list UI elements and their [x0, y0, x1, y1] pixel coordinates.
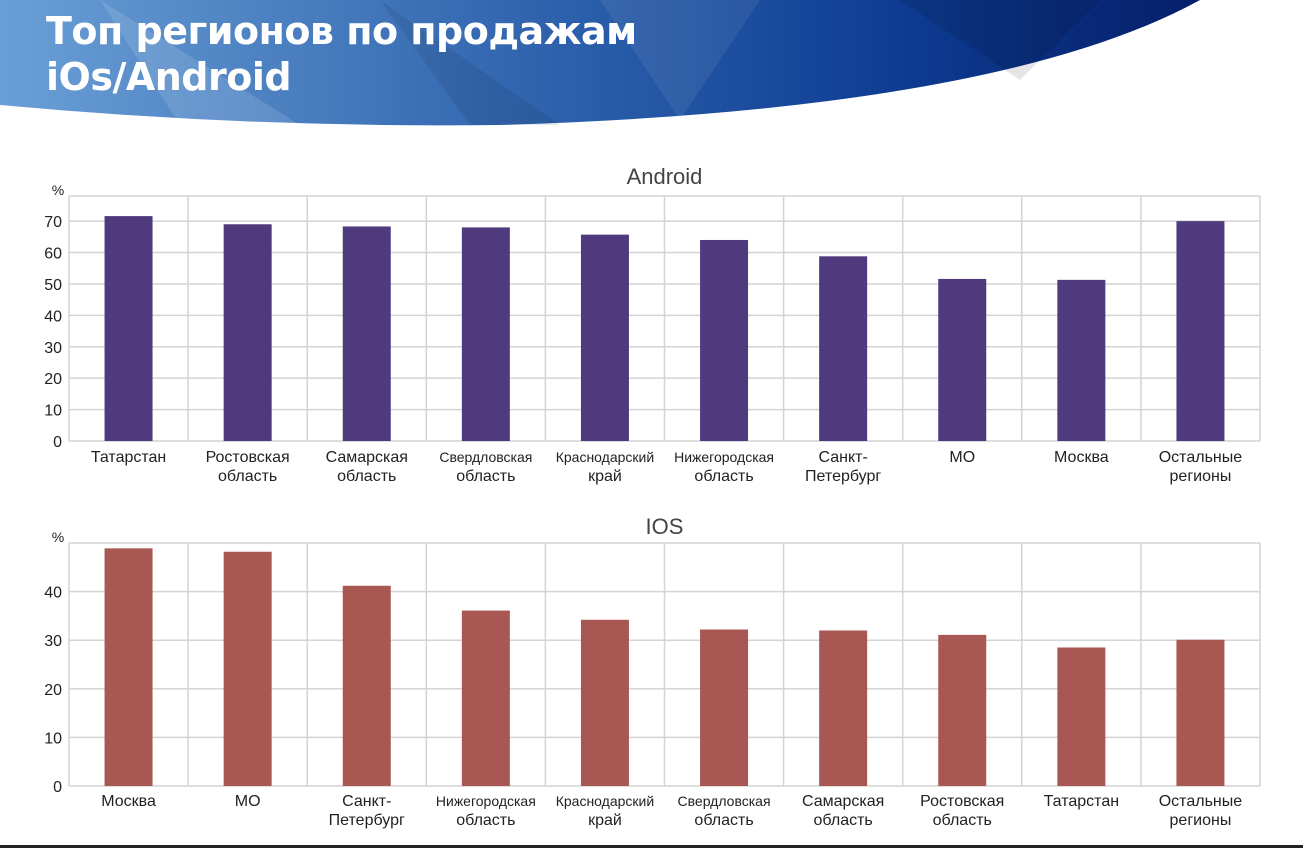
- x-tick-label: Нижегородская: [674, 449, 774, 465]
- y-tick-label: 40: [44, 308, 62, 325]
- chart-title: Android: [627, 164, 703, 189]
- x-tick-label: Татарстан: [91, 449, 166, 466]
- bar: [580, 619, 629, 786]
- bar: [1057, 279, 1106, 441]
- bar: [342, 585, 391, 786]
- bar: [461, 227, 510, 441]
- x-tick-label: Татарстан: [1044, 793, 1119, 810]
- y-axis-label: %: [52, 529, 64, 545]
- bar: [938, 278, 987, 441]
- chart-title: IOS: [646, 514, 684, 539]
- x-tick-label: Нижегородская: [436, 793, 536, 809]
- header-banner: [0, 0, 1200, 126]
- x-tick-label: Санкт-: [818, 449, 867, 466]
- bar: [700, 629, 749, 786]
- x-tick-label: МО: [949, 449, 975, 466]
- bar: [938, 634, 987, 786]
- y-axis-label: %: [52, 182, 64, 198]
- bar: [819, 256, 868, 441]
- x-tick-label: Петербург: [329, 812, 405, 829]
- x-tick-label: область: [337, 468, 396, 485]
- x-tick-label: область: [933, 812, 992, 829]
- x-tick-label: Москва: [1054, 449, 1109, 466]
- bar: [1176, 221, 1225, 441]
- bar: [819, 630, 868, 786]
- x-tick-label: Краснодарский: [556, 449, 654, 465]
- bar: [223, 224, 272, 441]
- x-tick-label: область: [694, 812, 753, 829]
- x-tick-label: Санкт-: [342, 793, 391, 810]
- bar: [580, 234, 629, 441]
- x-tick-label: Петербург: [805, 468, 881, 485]
- x-tick-label: Ростовская: [920, 793, 1004, 810]
- y-tick-label: 0: [53, 434, 62, 451]
- x-tick-label: край: [588, 468, 622, 485]
- x-tick-label: область: [456, 468, 515, 485]
- bar: [104, 548, 153, 786]
- x-tick-label: Свердловская: [678, 793, 771, 809]
- y-tick-label: 70: [44, 214, 62, 231]
- x-tick-label: Свердловская: [439, 449, 532, 465]
- bar: [223, 551, 272, 786]
- bar: [1176, 639, 1225, 786]
- y-tick-label: 50: [44, 277, 62, 294]
- x-tick-label: Остальные: [1159, 793, 1243, 810]
- x-tick-label: область: [694, 468, 753, 485]
- bar: [342, 226, 391, 441]
- y-tick-label: 60: [44, 246, 62, 263]
- x-tick-label: область: [218, 468, 277, 485]
- bar: [461, 610, 510, 786]
- x-tick-label: Краснодарский: [556, 793, 654, 809]
- x-tick-label: область: [814, 812, 873, 829]
- bar: [700, 239, 749, 441]
- y-tick-label: 30: [44, 633, 62, 650]
- x-tick-label: регионы: [1170, 812, 1232, 829]
- x-tick-label: МО: [235, 793, 261, 810]
- bar: [104, 216, 153, 441]
- x-tick-label: край: [588, 812, 622, 829]
- x-tick-label: область: [456, 812, 515, 829]
- y-tick-label: 20: [44, 371, 62, 388]
- title-line-1: Топ регионов по продажам: [46, 9, 637, 53]
- x-tick-label: регионы: [1170, 468, 1232, 485]
- x-tick-label: Москва: [101, 793, 156, 810]
- y-tick-label: 40: [44, 585, 62, 602]
- y-tick-label: 30: [44, 340, 62, 357]
- x-tick-label: Остальные: [1159, 449, 1243, 466]
- x-tick-label: Самарская: [802, 793, 884, 810]
- x-tick-label: Ростовская: [206, 449, 290, 466]
- page-title: Топ регионов по продажам iOs/Android: [46, 8, 637, 100]
- footer-divider: [0, 845, 1303, 848]
- y-tick-label: 0: [53, 779, 62, 796]
- title-line-2: iOs/Android: [46, 55, 292, 99]
- bar: [1057, 647, 1106, 786]
- y-tick-label: 10: [44, 730, 62, 747]
- x-tick-label: Самарская: [326, 449, 408, 466]
- y-tick-label: 20: [44, 682, 62, 699]
- y-tick-label: 10: [44, 403, 62, 420]
